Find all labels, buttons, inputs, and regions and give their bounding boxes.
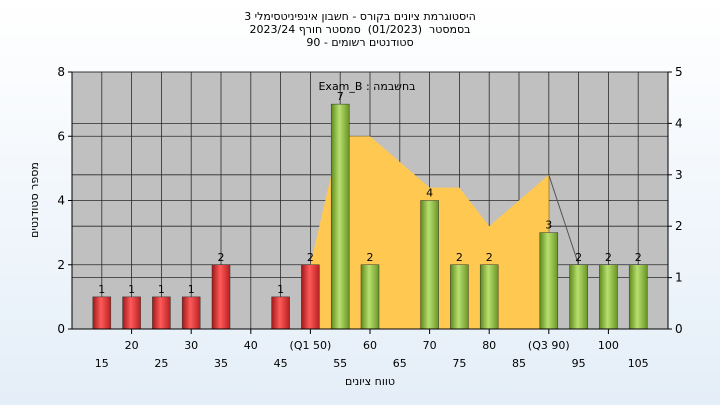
bar [330,103,350,330]
bar-value-label: 3 [545,219,552,232]
bar [479,264,499,330]
x-tick-label-lower: 105 [628,357,649,370]
area-edge-line [548,174,580,265]
bar [92,296,112,330]
y2-tick-label: 0 [675,322,683,336]
bar [420,200,439,330]
chart-title-line-3: סטודנטים רשומים - 90 [306,36,414,49]
y-tick-label: 4 [57,194,65,208]
y-tick-label: 0 [57,322,65,336]
bar-value-label: 1 [158,283,165,296]
y2-tick-label: 2 [675,219,683,233]
x-axis-label: טווח ציונים [345,375,395,388]
x-tick-label-lower: 95 [572,357,586,370]
x-tick-label-lower: 35 [214,357,228,370]
x-tick-label-upper: 70 [423,339,437,352]
y-tick-label: 6 [57,129,65,143]
bar [599,264,618,330]
bar [181,296,201,330]
bar-value-label: 7 [337,90,344,103]
x-tick-label-lower: 25 [154,357,168,370]
bar-value-label: 2 [486,251,493,264]
x-tick-label-upper: 30 [184,339,198,352]
bar [360,264,380,330]
bar-value-label: 2 [307,251,314,264]
x-tick-label-lower: 75 [452,357,466,370]
y2-tick-label: 3 [675,168,683,182]
bar-value-label: 4 [426,187,433,200]
x-tick-label-lower: 55 [333,357,347,370]
x-tick-label-upper: 100 [598,339,619,352]
x-tick-label-upper: 80 [482,339,496,352]
y2-tick-label: 4 [675,116,683,130]
y-tick-label: 8 [57,65,65,79]
bar-value-label: 2 [367,251,374,264]
x-tick-label-lower: 85 [512,357,526,370]
chart-annotation: Exam_B : בחשבמה [318,80,415,93]
bar [569,264,588,330]
x-tick-label-lower: 45 [274,357,288,370]
x-tick-label-upper: (Q1 50) [290,339,332,352]
bar-value-label: 2 [635,251,642,264]
bar [301,264,320,330]
bar-value-label: 1 [277,283,284,296]
bar-value-label: 2 [575,251,582,264]
y-axis-label: מספר סטודנטים [28,162,41,238]
x-tick-label-upper: 20 [125,339,139,352]
bar-value-label: 2 [218,251,225,264]
y2-tick-label: 5 [675,65,683,79]
bar-value-label: 1 [98,283,105,296]
bar-value-label: 2 [456,251,463,264]
x-tick-label-lower: 15 [95,357,109,370]
x-tick-label-upper: (Q3 90) [528,339,570,352]
bar [122,296,141,330]
x-tick-label-upper: 40 [244,339,258,352]
bar [152,296,171,330]
chart-title-line-2: בסמסטר (01/2023) סמסטר חורף 2023/24 [249,23,471,36]
bar [628,264,648,330]
bar [450,264,469,330]
x-tick-label-upper: 60 [363,339,377,352]
bar [539,232,559,330]
y2-tick-label: 1 [675,271,683,285]
bar [211,264,231,330]
x-tick-label-lower: 65 [393,357,407,370]
bar [271,296,290,330]
chart-title-line-1: היסטוגרמת ציונים בקורס - חשבון אינפיניטס… [244,10,476,23]
bar-value-label: 1 [128,283,135,296]
bar-value-label: 2 [605,251,612,264]
bar-value-label: 1 [188,283,195,296]
y-tick-label: 2 [57,258,65,272]
